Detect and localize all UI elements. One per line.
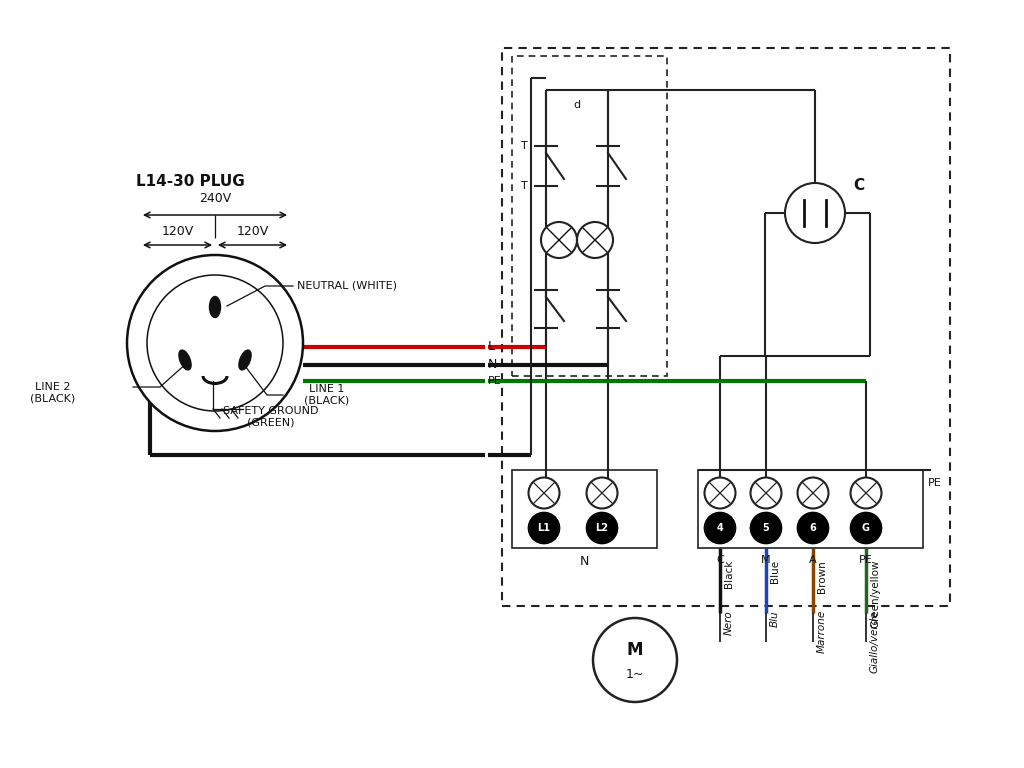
Circle shape — [587, 512, 617, 544]
Text: C: C — [853, 177, 864, 193]
Circle shape — [705, 478, 735, 508]
Text: Marrone: Marrone — [817, 610, 827, 654]
Text: 5: 5 — [763, 523, 769, 533]
Ellipse shape — [179, 350, 191, 370]
Circle shape — [798, 478, 828, 508]
Text: 240V: 240V — [199, 192, 231, 205]
Text: LINE 2
(BLACK): LINE 2 (BLACK) — [31, 382, 76, 404]
Text: d: d — [573, 100, 581, 110]
Text: NEUTRAL (WHITE): NEUTRAL (WHITE) — [297, 281, 397, 291]
Text: 120V: 120V — [237, 225, 268, 238]
Text: PE: PE — [488, 376, 502, 386]
Circle shape — [577, 222, 613, 258]
Text: 1~: 1~ — [626, 667, 644, 680]
Text: 6: 6 — [810, 523, 816, 533]
Circle shape — [528, 478, 559, 508]
Text: Nero: Nero — [724, 610, 734, 634]
Text: LINE 1
(BLACK): LINE 1 (BLACK) — [304, 384, 349, 406]
Text: T: T — [521, 181, 528, 191]
Circle shape — [127, 255, 303, 431]
Text: 4: 4 — [717, 523, 723, 533]
Text: PE: PE — [859, 555, 872, 565]
Bar — [512, 470, 657, 548]
Text: M: M — [627, 641, 643, 659]
Text: Blu: Blu — [770, 610, 780, 627]
Text: SAFETY GROUND
(GREEN): SAFETY GROUND (GREEN) — [223, 406, 318, 428]
Text: N: N — [488, 359, 498, 372]
Circle shape — [147, 275, 283, 411]
Ellipse shape — [210, 296, 220, 317]
Text: A: A — [809, 555, 817, 565]
Circle shape — [851, 512, 882, 544]
Text: L2: L2 — [596, 523, 608, 533]
Text: M: M — [761, 555, 771, 565]
Bar — [502, 48, 950, 606]
Circle shape — [587, 478, 617, 508]
Circle shape — [541, 222, 577, 258]
Text: Black: Black — [724, 560, 734, 588]
Circle shape — [751, 478, 781, 508]
Circle shape — [593, 618, 677, 702]
Text: 120V: 120V — [162, 225, 194, 238]
Circle shape — [751, 512, 781, 544]
Text: Giallo/verde: Giallo/verde — [870, 610, 880, 673]
Text: L1: L1 — [538, 523, 551, 533]
Bar — [512, 56, 667, 376]
Text: PE: PE — [928, 478, 942, 488]
Ellipse shape — [239, 350, 251, 370]
Text: T: T — [521, 141, 528, 151]
Text: L14-30 PLUG: L14-30 PLUG — [135, 174, 245, 188]
Text: G: G — [862, 523, 870, 533]
Text: L: L — [488, 340, 495, 353]
Text: C: C — [716, 555, 724, 565]
Circle shape — [705, 512, 735, 544]
Circle shape — [798, 512, 828, 544]
Text: Blue: Blue — [770, 560, 780, 583]
Bar — [698, 470, 923, 548]
Text: Green/yellow: Green/yellow — [870, 560, 880, 628]
Circle shape — [528, 512, 559, 544]
Circle shape — [851, 478, 882, 508]
Circle shape — [785, 183, 845, 243]
Text: Brown: Brown — [817, 560, 827, 593]
Text: N: N — [580, 555, 589, 568]
